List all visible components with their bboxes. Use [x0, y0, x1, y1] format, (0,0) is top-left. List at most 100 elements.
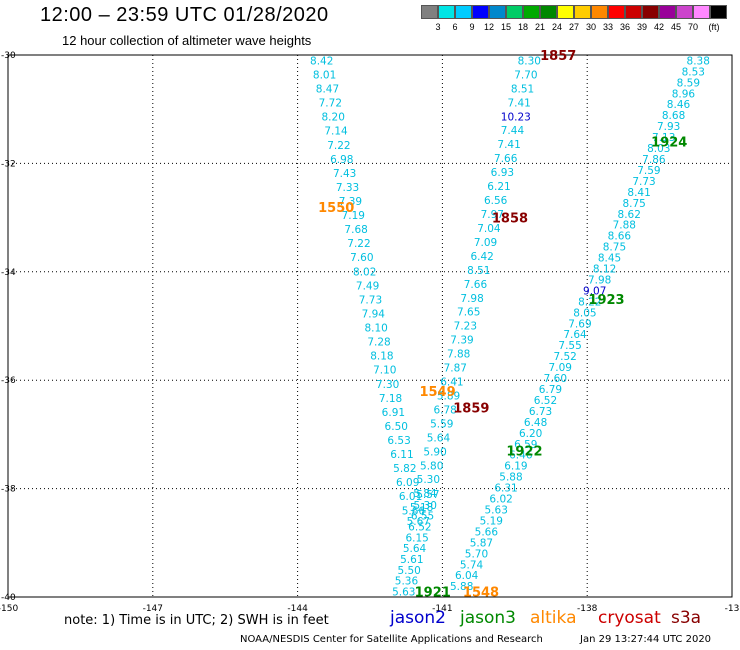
plot-frame [7, 54, 733, 598]
y-tick-label: -36 [1, 376, 16, 386]
y-tick-label: -32 [1, 159, 16, 169]
wave-height-value: 7.72 [319, 98, 342, 110]
wave-height-value: 5.64 [427, 432, 451, 444]
y-tick-label: -30 [1, 51, 16, 61]
wave-height-value: 6.91 [382, 407, 405, 419]
wave-height-value: 5.66 [402, 505, 426, 517]
wave-height-value: 5.64 [403, 543, 427, 555]
wave-height-value: 8.18 [370, 351, 393, 363]
footer-timestamp: Jan 29 13:27:44 UTC 2020 [580, 634, 712, 645]
colorbar-swatch [608, 5, 625, 19]
wave-height-value: 6.78 [433, 404, 456, 416]
pass-time-label: 1549 [419, 385, 455, 400]
colorbar [421, 5, 727, 19]
wave-height-value: 5.30 [414, 500, 437, 512]
wave-height-value: 6.21 [487, 181, 510, 193]
wave-height-value: 5.80 [420, 460, 443, 472]
colorbar-label: 9 [469, 22, 475, 32]
wave-height-value: 7.73 [632, 176, 655, 188]
wave-height-value: 7.39 [450, 335, 473, 347]
wave-height-value: 5.66 [475, 526, 499, 538]
wave-height-value: 6.20 [519, 428, 542, 440]
wave-height-value: 7.23 [454, 321, 477, 333]
wave-height-value: 8.51 [467, 265, 490, 277]
wave-height-value: 8.41 [627, 187, 650, 199]
wave-height-value: 7.09 [549, 362, 572, 374]
wave-height-value: 6.56 [484, 195, 508, 207]
wave-height-value: 5.89 [437, 390, 460, 402]
wave-height-value: 9.07 [583, 285, 606, 297]
x-tick-label: -13 [725, 604, 740, 614]
wave-height-value: 7.22 [327, 140, 350, 152]
wave-height-value: 5.88 [450, 581, 473, 593]
wave-height-value: 7.88 [447, 349, 470, 361]
wave-height-value: 6.41 [440, 377, 463, 389]
colorbar-swatch [574, 5, 591, 19]
wave-height-value: 6.52 [408, 522, 431, 534]
wave-height-value: 5.70 [465, 548, 488, 560]
wave-height-value: 8.22 [578, 296, 601, 308]
wave-height-value: 6.02 [489, 494, 512, 506]
wave-height-value: 6.19 [504, 461, 527, 473]
wave-height-value: 5.82 [393, 463, 416, 475]
wave-height-value: 5.67 [407, 516, 430, 528]
colorbar-label: 36 [619, 22, 631, 32]
wave-height-value: 6.79 [539, 384, 562, 396]
wave-height-value: 6.09 [396, 477, 419, 489]
wave-height-value: 7.09 [474, 237, 497, 249]
colorbar-swatch [472, 5, 489, 19]
wave-height-value: 5.61 [400, 554, 423, 566]
wave-height-value: 7.87 [444, 363, 467, 375]
wave-height-value: 8.75 [603, 242, 626, 254]
wave-height-value: 6.50 [385, 421, 408, 433]
wave-height-value: 8.53 [682, 66, 705, 78]
wave-height-value: 7.55 [558, 340, 581, 352]
wave-height-value: 8.05 [573, 307, 596, 319]
x-tick-label: -144 [287, 604, 308, 614]
note-text: note: 1) Time is in UTC; 2) SWH is in fe… [64, 613, 329, 628]
legend-item-jason3: jason3 [460, 608, 516, 628]
colorbar-swatch [438, 5, 455, 19]
wave-height-value: 6.93 [491, 167, 514, 179]
colorbar-swatch [693, 5, 710, 19]
wave-height-value: 7.10 [373, 365, 396, 377]
pass-time-label: 1550 [318, 201, 354, 216]
wave-height-value: 7.41 [507, 97, 530, 109]
wave-height-value: 8.75 [622, 198, 645, 210]
wave-height-value: 7.98 [588, 274, 611, 286]
colorbar-label: 18 [517, 22, 529, 32]
wave-height-value: 6.53 [387, 435, 410, 447]
wave-height-value: 7.28 [367, 337, 390, 349]
pass-time-label: 1858 [492, 212, 528, 227]
colorbar-swatch [506, 5, 523, 19]
colorbar-swatch [625, 5, 642, 19]
colorbar-label: 45 [670, 22, 682, 32]
wave-height-value: 6.46 [509, 450, 533, 462]
wave-height-value: 7.97 [481, 209, 504, 221]
colorbar-label: 27 [568, 22, 580, 32]
wave-height-value: 5.19 [480, 515, 503, 527]
legend-item-s3a: s3a [671, 608, 702, 628]
wave-height-value: 7.88 [613, 220, 636, 232]
wave-height-value: 8.38 [687, 55, 710, 67]
wave-height-value: 7.19 [342, 210, 365, 222]
colorbar-swatch [642, 5, 659, 19]
colorbar-label: 33 [602, 22, 614, 32]
wave-height-value: 8.66 [608, 231, 632, 243]
wave-height-value: 6.15 [405, 532, 428, 544]
wave-height-value: 8.42 [310, 55, 333, 67]
wave-height-value: 5.30 [417, 474, 440, 486]
wave-height-value: 6.48 [524, 417, 547, 429]
x-tick-label: -138 [577, 604, 598, 614]
wave-height-value: 7.33 [336, 182, 359, 194]
wave-height-value: 8.46 [667, 99, 691, 111]
pass-time-label: 1924 [651, 136, 687, 151]
colorbar-label: 12 [483, 22, 495, 32]
wave-height-value: 8.68 [662, 110, 685, 122]
colorbar-label: 39 [636, 22, 648, 32]
wave-height-value: 7.30 [376, 379, 399, 391]
colorbar-labels: 3 6 9 12 15 18 21 24 27 30 33 36 39 42 45 70 (ft) [421, 22, 740, 34]
wave-height-value: 6.55 [411, 511, 434, 523]
wave-height-value: 7.52 [553, 351, 576, 363]
